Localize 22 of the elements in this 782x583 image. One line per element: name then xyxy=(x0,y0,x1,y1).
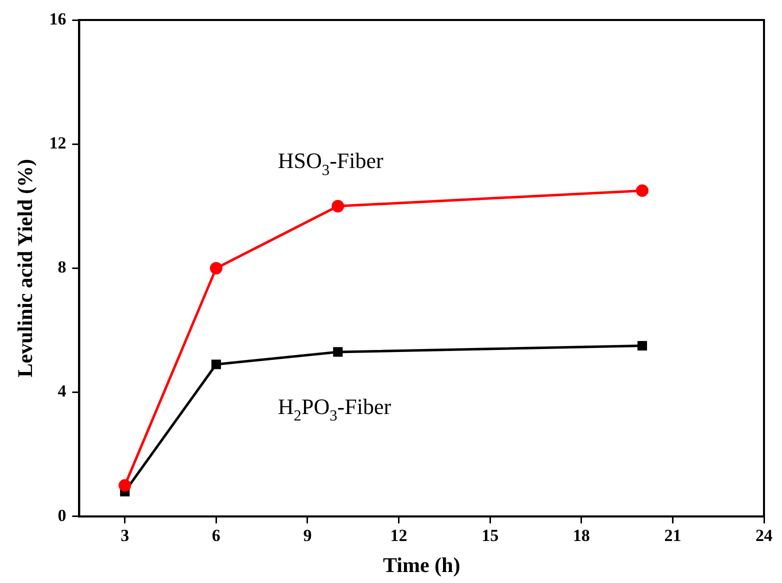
x-tick-label: 12 xyxy=(390,526,408,545)
y-tick-label: 4 xyxy=(58,382,67,401)
y-tick-label: 0 xyxy=(58,506,66,525)
point xyxy=(332,200,344,212)
x-tick-label: 24 xyxy=(756,526,773,545)
point xyxy=(333,347,343,357)
x-tick-label: 6 xyxy=(212,526,220,545)
y-axis-title: Levulinic acid Yield (%) xyxy=(13,159,38,378)
x-tick-label: 15 xyxy=(482,526,499,545)
x-tick-label: 3 xyxy=(120,526,130,545)
x-tick-label: 18 xyxy=(572,526,590,545)
x-axis-title: Time (h) xyxy=(383,552,460,577)
point xyxy=(636,184,649,197)
point xyxy=(210,262,222,274)
y-tick-label: 12 xyxy=(49,133,66,152)
x-tick-label: 9 xyxy=(303,526,312,545)
y-tick-label: 16 xyxy=(49,9,66,28)
x-tick-label: 21 xyxy=(664,526,682,545)
point xyxy=(211,360,221,370)
point xyxy=(118,479,132,492)
y-tick-label: 8 xyxy=(58,258,66,277)
point xyxy=(637,340,648,351)
